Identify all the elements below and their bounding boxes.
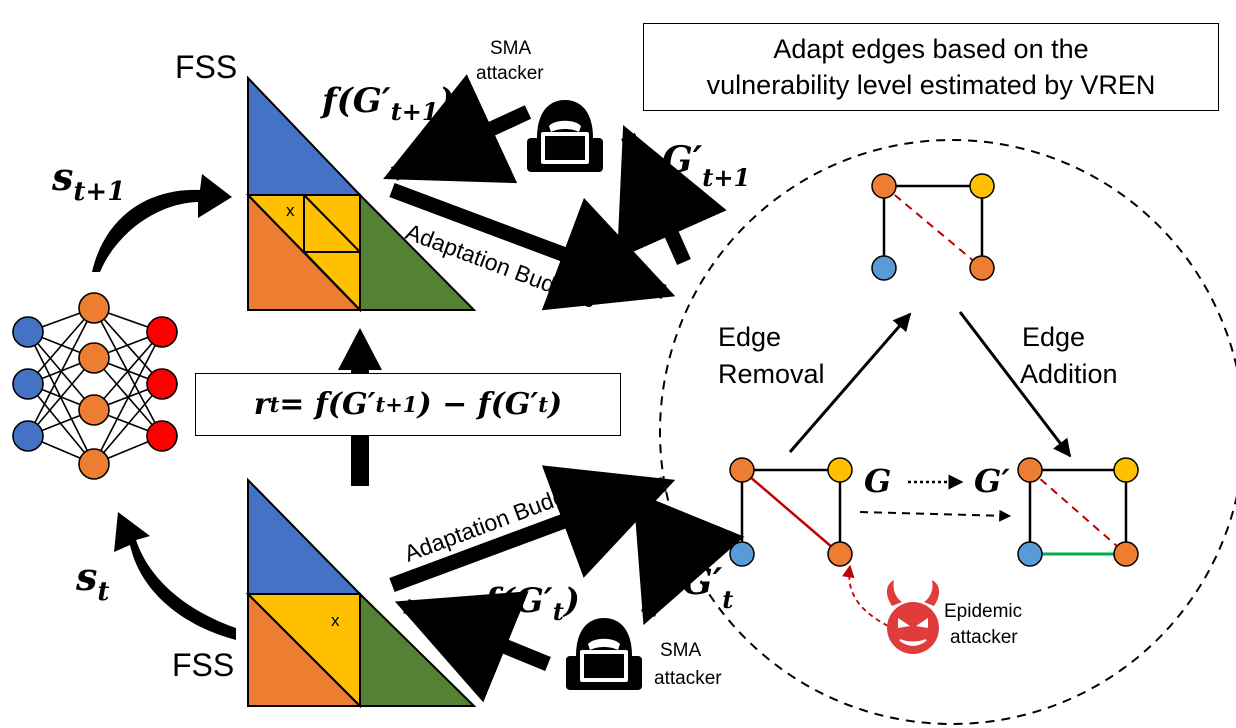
epidemic-line1: Epidemic bbox=[944, 601, 1022, 622]
devil-icon bbox=[886, 580, 940, 654]
s-t-label: st bbox=[75, 554, 109, 607]
arrow-attacker-to-fss-bottom bbox=[394, 591, 551, 703]
reward-rhs2: ) − f(G′ bbox=[417, 387, 539, 422]
g-label: G bbox=[864, 462, 891, 500]
sma-bottom-line1: SMA bbox=[660, 640, 702, 661]
svg-text:f(G′t): f(G′t) bbox=[482, 581, 580, 626]
reward-rhs3: ) bbox=[548, 387, 563, 422]
x-mark-top: x bbox=[286, 201, 295, 220]
epidemic-line2: attacker bbox=[950, 627, 1018, 648]
fss-top-label: FSS bbox=[175, 49, 237, 85]
epidemic-attack-arrow bbox=[842, 564, 889, 627]
arrow-budgets-top bbox=[389, 182, 676, 311]
svg-text:st+1: st+1 bbox=[51, 154, 125, 207]
x-mark-bottom: x bbox=[331, 611, 340, 630]
g-bottom-label: G′t bbox=[682, 561, 733, 614]
sma-bottom-line2: attacker bbox=[654, 668, 722, 689]
graph-after-removal bbox=[871, 173, 995, 281]
neural-network bbox=[12, 292, 178, 480]
hacker-icon-bottom bbox=[566, 618, 642, 690]
sma-top-line2: attacker bbox=[476, 63, 544, 84]
curved-arrow-down bbox=[114, 512, 236, 640]
reward-r: r bbox=[253, 387, 270, 422]
arrow-budgets-bottom bbox=[389, 465, 676, 593]
reward-rhs1-sub: t+1 bbox=[375, 392, 418, 417]
arrow-attacker-to-fss-top bbox=[383, 74, 532, 184]
f-bottom-label: f(G′t) bbox=[482, 581, 580, 626]
g-top-label: G′t+1 bbox=[662, 139, 750, 192]
g-prime-label: G′ bbox=[974, 462, 1010, 500]
edge-addition-line2: Addition bbox=[1020, 359, 1118, 389]
svg-text:f(G′t+1): f(G′t+1) bbox=[320, 81, 455, 126]
arrow-edge-removal bbox=[788, 312, 912, 453]
arrow-graph-to-attacker-top bbox=[617, 125, 727, 266]
fss-bottom-triangle bbox=[245, 477, 477, 709]
graph-g-prime bbox=[1017, 457, 1139, 567]
f-top-label: f(G′t+1) bbox=[320, 81, 455, 126]
title-line1: Adapt edges based on the bbox=[773, 34, 1089, 64]
title-box: Adapt edges based on the vulnerability l… bbox=[643, 23, 1219, 111]
dashed-arrow-g-to-gprime bbox=[859, 509, 1012, 522]
reward-r-sub: t bbox=[269, 392, 280, 417]
svg-text:G′t: G′t bbox=[682, 561, 733, 614]
fss-top-triangle bbox=[245, 75, 477, 313]
svg-text:st: st bbox=[75, 554, 109, 607]
reward-rhs1: = f(G′ bbox=[279, 387, 376, 422]
adaptation-circle bbox=[659, 139, 1236, 725]
arrow-edge-addition bbox=[958, 311, 1072, 458]
edge-removal-line2: Removal bbox=[718, 359, 825, 389]
sma-top-line1: SMA bbox=[490, 38, 532, 59]
hacker-icon-top bbox=[527, 100, 603, 172]
edge-addition-line1: Edge bbox=[1022, 322, 1085, 352]
edge-removal-line1: Edge bbox=[718, 322, 781, 352]
graph-g bbox=[729, 457, 853, 567]
svg-text:G′t+1: G′t+1 bbox=[662, 139, 750, 192]
reward-rhs2-sub: t bbox=[538, 392, 548, 417]
arrow-graph-to-attacker-bottom bbox=[633, 491, 745, 626]
fss-bottom-label: FSS bbox=[172, 647, 234, 683]
curved-arrow-up bbox=[92, 174, 232, 272]
title-line2: vulnerability level estimated by VREN bbox=[706, 70, 1156, 100]
s-next-label: st+1 bbox=[51, 154, 125, 207]
